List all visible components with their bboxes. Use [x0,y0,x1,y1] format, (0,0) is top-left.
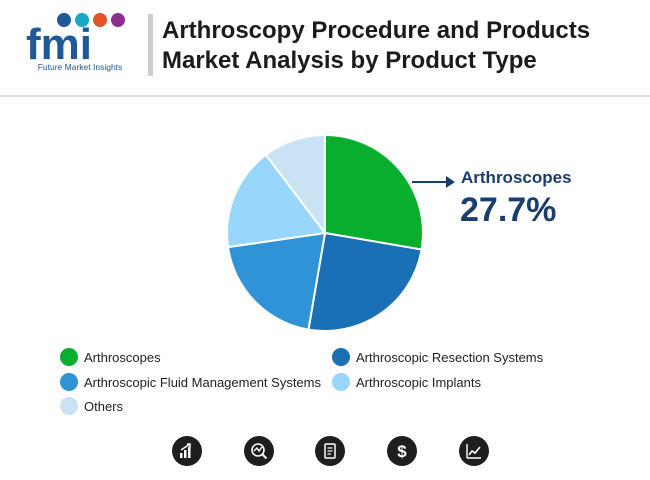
legend-label: Arthroscopic Resection Systems [356,349,544,365]
callout-label: Arthroscopes [461,168,572,187]
svg-text:$: $ [397,442,407,460]
report-document-icon [315,436,345,466]
trend-chart-icon [459,436,489,466]
callout-value: 27.7% [460,191,557,229]
legend-item: Arthroscopic Fluid Management Systems [60,371,321,393]
legend-item: Others [60,395,123,417]
legend-swatch [60,348,78,366]
legend-item: Arthroscopic Resection Systems [332,346,543,368]
legend-swatch [60,397,78,415]
legend-item: Arthroscopes [60,346,161,368]
pie-slice-1 [307,231,423,332]
header-rule [0,95,650,97]
page-title: Arthroscopy Procedure and Products Marke… [162,17,591,74]
fmi-logo-mark: fmi [26,13,125,69]
header-divider [148,14,153,76]
logo-text: fmi [26,20,92,62]
logo-caption: Future Market Insights [37,62,123,72]
dollar-icon: $ [387,436,417,466]
legend-swatch [332,373,350,391]
pie-slices [226,133,424,332]
bar-chart-growth-icon [172,436,202,466]
legend-swatch [332,348,350,366]
legend-item: Arthroscopic Implants [332,371,481,393]
header: fmi Future Market Insights Arthroscopy P… [0,0,650,96]
pie-slice-4 [264,133,326,236]
pie-slice-2 [226,231,327,331]
legend-label: Arthroscopic Implants [356,374,481,390]
fmi-logo: fmi Future Market Insights [24,10,136,84]
pie-slice-3 [226,153,327,249]
analytics-icon [244,436,274,466]
legend-label: Others [84,398,124,414]
legend-label: Arthroscopes [84,349,161,365]
callout-arrow-icon [412,176,455,188]
pie-slice-0 [324,133,424,251]
legend-swatch [60,373,78,391]
legend-label: Arthroscopic Fluid Management Systems [84,374,321,390]
pie-chart [226,133,424,332]
